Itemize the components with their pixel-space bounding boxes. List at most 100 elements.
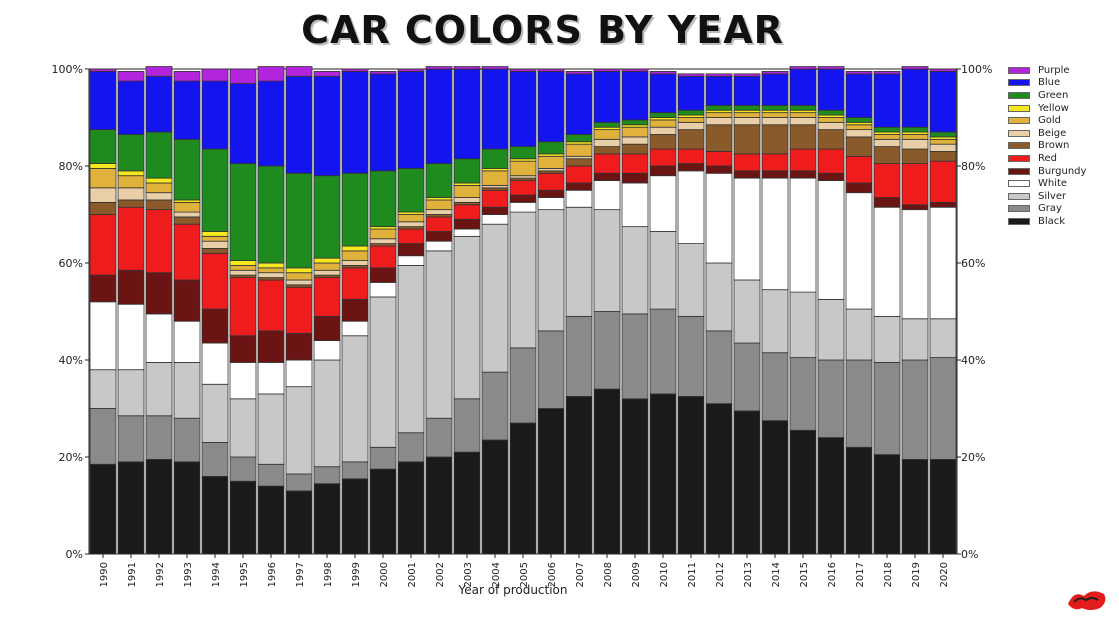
bar-segment-gold-1995 (229, 265, 257, 271)
bar-segment-black-2003 (453, 451, 481, 555)
bar-segment-black-1994 (201, 475, 229, 555)
legend-swatch-brown (1008, 142, 1030, 150)
legend-item-brown: Brown (1008, 140, 1086, 153)
bar-segment-yellow-1990 (89, 163, 117, 169)
bar-segment-red-2001 (397, 228, 425, 245)
bar-segment-silver-2012 (705, 262, 733, 332)
bar-segment-purple-2012 (705, 73, 733, 77)
bar-segment-purple-1997 (285, 66, 313, 77)
bar-segment-brown-2016 (817, 129, 845, 150)
bar-segment-gold-2019 (901, 134, 929, 140)
x-tick-label-2010: 2010 (659, 562, 670, 587)
legend-label-silver: Silver (1038, 190, 1067, 202)
bar-segment-purple-1993 (173, 71, 201, 82)
bar-segment-red-2003 (453, 204, 481, 220)
bar-segment-black-1997 (285, 490, 313, 555)
bar-segment-gold-2000 (369, 228, 397, 240)
bar-segment-white-2006 (537, 197, 565, 211)
bar-segment-gray-1995 (229, 456, 257, 482)
bar-segment-gray-1990 (89, 408, 117, 465)
bar-segment-purple-2011 (677, 73, 705, 77)
bar-segment-black-1993 (173, 461, 201, 555)
bar-segment-purple-1999 (341, 68, 369, 72)
bar-segment-purple-2001 (397, 68, 425, 72)
bar-segment-blue-1998 (313, 75, 341, 177)
bar-segment-red-1995 (229, 277, 257, 337)
bar-segment-green-2018 (873, 126, 901, 133)
bar-segment-burgundy-1996 (257, 330, 285, 363)
y-tick-label-right: 0% (961, 548, 978, 561)
x-tick-label-2017: 2017 (855, 562, 866, 587)
bar-segment-black-1996 (257, 485, 285, 555)
bar-segment-brown-2012 (705, 124, 733, 152)
bar-segment-green-1997 (285, 172, 313, 269)
bar-segment-burgundy-1993 (173, 279, 201, 322)
bar-segment-burgundy-1999 (341, 298, 369, 322)
bar-segment-silver-1992 (145, 362, 173, 417)
bar-segment-brown-2014 (761, 124, 789, 155)
bar-segment-purple-2003 (453, 66, 481, 70)
bar-segment-beige-1997 (285, 279, 313, 286)
bar-segment-beige-2018 (873, 138, 901, 147)
bar-segment-beige-1995 (229, 269, 257, 276)
bar-segment-purple-2015 (789, 66, 817, 70)
x-tick-label-2020: 2020 (939, 562, 950, 587)
bar-segment-gold-2013 (733, 112, 761, 118)
bar-segment-yellow-1999 (341, 245, 369, 252)
y-tick-label-left: 20% (59, 451, 83, 464)
bar-segment-beige-2010 (649, 126, 677, 135)
bar-segment-red-2019 (901, 163, 929, 206)
x-tick-label-2005: 2005 (519, 562, 530, 587)
bar-segment-silver-2000 (369, 296, 397, 448)
bar-segment-red-1999 (341, 267, 369, 300)
bar-segment-white-2014 (761, 177, 789, 291)
bar-segment-purple-2014 (761, 71, 789, 75)
bar-segment-silver-2016 (817, 298, 845, 361)
x-tick-label-1992: 1992 (155, 562, 166, 587)
bar-segment-gold-2020 (929, 138, 957, 145)
bar-segment-gold-1990 (89, 168, 117, 189)
legend-swatch-white (1008, 180, 1030, 188)
bar-segment-blue-1997 (285, 75, 313, 174)
bar-segment-silver-2013 (733, 279, 761, 344)
bar-segment-silver-2014 (761, 289, 789, 354)
y-tick-label-left: 60% (59, 257, 83, 270)
bar-segment-purple-2005 (509, 68, 537, 72)
bar-segment-silver-1995 (229, 398, 257, 458)
bar-segment-beige-1992 (145, 192, 173, 201)
legend-swatch-green (1008, 91, 1030, 99)
bar-segment-green-2000 (369, 170, 397, 228)
bar-segment-beige-2011 (677, 121, 705, 131)
bar-segment-purple-2016 (817, 66, 845, 70)
bar-segment-purple-2017 (845, 71, 873, 75)
bar-segment-black-2001 (397, 461, 425, 555)
bar-segment-green-2014 (761, 104, 789, 111)
bar-segment-white-2020 (929, 206, 957, 320)
bar-segment-silver-2010 (649, 231, 677, 310)
bar-segment-black-1995 (229, 480, 257, 555)
bar-segment-silver-2020 (929, 318, 957, 358)
bar-segment-gold-2003 (453, 184, 481, 198)
bar-segment-brown-2011 (677, 129, 705, 150)
bar-segment-black-2011 (677, 395, 705, 555)
bar-segment-gold-2010 (649, 119, 677, 128)
bar-segment-silver-2017 (845, 308, 873, 361)
bar-segment-beige-1991 (117, 187, 145, 201)
bar-segment-green-2002 (425, 163, 453, 198)
bar-segment-purple-1991 (117, 71, 145, 82)
bar-segment-gray-2014 (761, 352, 789, 422)
bar-segment-green-2012 (705, 104, 733, 111)
bar-segment-blue-2018 (873, 73, 901, 128)
bar-segment-black-2004 (481, 439, 509, 555)
bar-segment-red-2016 (817, 148, 845, 174)
bar-segment-brown-2007 (565, 158, 593, 167)
bar-segment-gold-2017 (845, 124, 873, 131)
bar-segment-gray-2001 (397, 432, 425, 463)
bar-segment-gold-2008 (593, 129, 621, 140)
bar-segment-blue-1996 (257, 80, 285, 167)
bar-segment-blue-2012 (705, 75, 733, 106)
bar-segment-brown-1994 (201, 248, 229, 254)
bar-segment-gray-2011 (677, 315, 705, 397)
bar-segment-blue-2017 (845, 73, 873, 118)
bar-segment-black-2000 (369, 468, 397, 555)
